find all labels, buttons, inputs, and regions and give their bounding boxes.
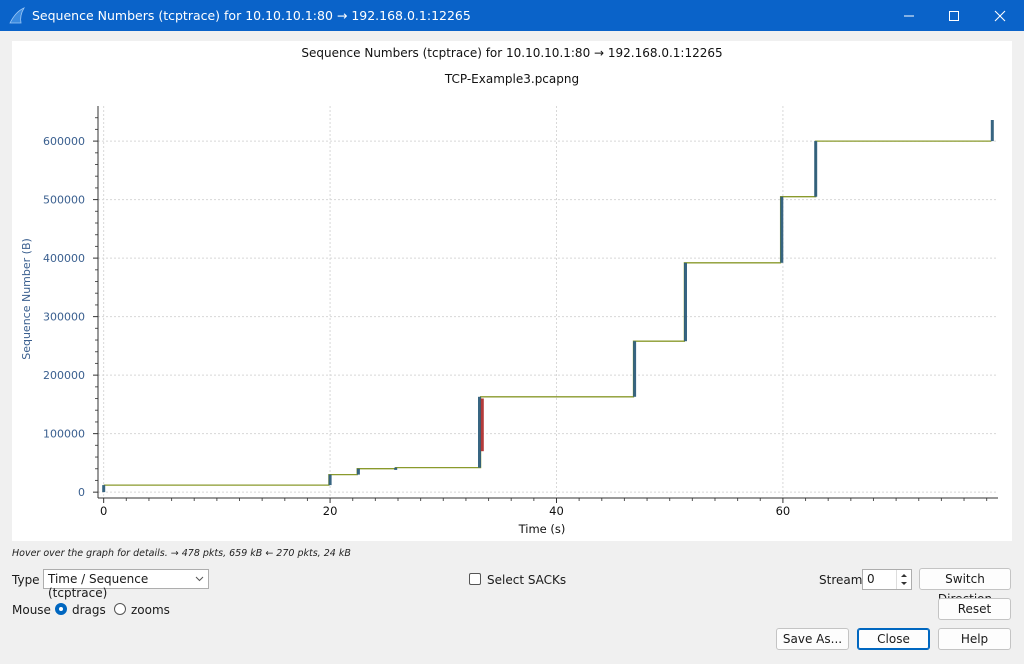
wireshark-fin-icon	[9, 7, 25, 24]
chart-title: Sequence Numbers (tcptrace) for 10.10.10…	[301, 46, 722, 60]
switch-direction-button[interactable]: Switch Direction	[919, 568, 1011, 606]
chart-subtitle: TCP-Example3.pcapng	[444, 72, 579, 86]
stream-stepper[interactable]	[896, 570, 911, 589]
y-tick-label: 300000	[43, 311, 85, 324]
window-step-line	[103, 140, 992, 486]
sequence-segment	[328, 474, 332, 486]
help-button[interactable]: Help	[938, 628, 1011, 650]
y-tick-label: 500000	[43, 194, 85, 207]
close-button[interactable]: Close	[857, 628, 930, 650]
maximize-button[interactable]	[931, 0, 977, 31]
y-tick-label: 100000	[43, 428, 85, 441]
data-series	[102, 120, 994, 493]
stream-label: Stream	[819, 573, 863, 587]
mouse-drags-label[interactable]: drags	[72, 603, 106, 617]
sequence-graph[interactable]: Sequence Numbers (tcptrace) for 10.10.10…	[12, 41, 1012, 541]
maximize-icon	[949, 11, 959, 21]
sequence-segment	[814, 141, 818, 197]
x-tick-label: 0	[100, 504, 107, 518]
y-tick-label: 600000	[43, 135, 85, 148]
chart-canvas[interactable]: Sequence Numbers (tcptrace) for 10.10.10…	[12, 41, 1012, 541]
close-icon	[994, 10, 1006, 22]
mouse-drags-radio[interactable]	[55, 603, 67, 615]
sequence-segment	[990, 120, 994, 142]
mouse-zooms-radio[interactable]	[114, 603, 126, 615]
x-tick-label: 20	[323, 504, 338, 518]
sequence-segment	[780, 196, 784, 263]
y-tick-label: 0	[78, 486, 85, 499]
x-tick-label: 60	[776, 504, 791, 518]
graph-type-combo[interactable]: Time / Sequence (tcptrace)	[43, 569, 209, 600]
tick-labels: 0 20 40 60 0 100000 200000 300000 400000 500000 60…	[43, 135, 790, 518]
chevron-down-icon	[195, 576, 204, 582]
mouse-label: Mouse	[12, 603, 51, 617]
x-axis-label: Time (s)	[518, 522, 566, 536]
sequence-segment	[633, 341, 637, 397]
stream-value: 0	[867, 572, 875, 586]
minimize-icon	[904, 15, 914, 17]
x-tick-label: 40	[549, 504, 564, 518]
reset-button[interactable]: Reset	[938, 598, 1011, 620]
sequence-segment	[478, 396, 481, 468]
minimize-button[interactable]	[886, 0, 932, 31]
retransmission-segment	[480, 398, 484, 452]
sequence-segment	[356, 468, 360, 475]
title-bar[interactable]: Sequence Numbers (tcptrace) for 10.10.10…	[0, 0, 1024, 31]
stream-spinbox[interactable]: 0	[862, 569, 912, 590]
axes	[93, 106, 998, 503]
y-tick-label: 400000	[43, 252, 85, 265]
select-sacks-checkbox[interactable]	[469, 573, 481, 585]
type-label: Type	[12, 573, 40, 587]
sequence-segment	[102, 485, 106, 493]
sequence-segment	[394, 467, 398, 470]
up-down-arrows-icon	[901, 574, 907, 585]
select-sacks-label[interactable]: Select SACKs	[487, 573, 567, 587]
status-hint: Hover over the graph for details. → 478 …	[12, 548, 351, 559]
grid-lines	[98, 106, 998, 498]
window-title: Sequence Numbers (tcptrace) for 10.10.10…	[32, 8, 471, 23]
mouse-zooms-label[interactable]: zooms	[131, 603, 170, 617]
graph-type-value: Time / Sequence (tcptrace)	[48, 572, 149, 600]
y-axis-label: Sequence Number (B)	[20, 238, 33, 360]
y-tick-label: 200000	[43, 369, 85, 382]
sequence-segment	[684, 262, 687, 342]
save-as-button[interactable]: Save As...	[776, 628, 849, 650]
close-window-button[interactable]	[977, 0, 1023, 31]
